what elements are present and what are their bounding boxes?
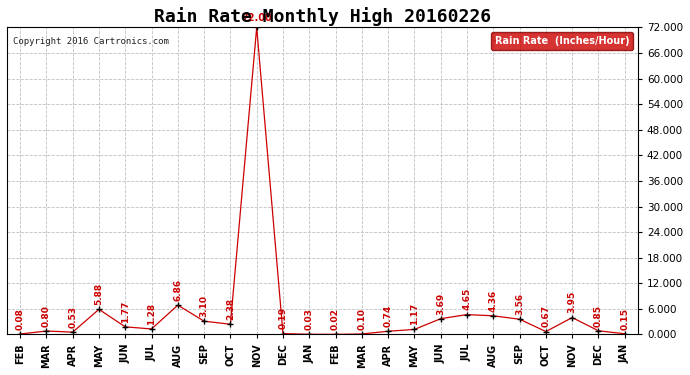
Text: 5.88: 5.88 (95, 283, 103, 305)
Text: 0.85: 0.85 (594, 304, 603, 327)
Text: 0.80: 0.80 (42, 305, 51, 327)
Text: 2.38: 2.38 (226, 298, 235, 320)
Text: 1.28: 1.28 (147, 303, 156, 325)
Text: 0.03: 0.03 (305, 308, 314, 330)
Text: 3.69: 3.69 (436, 292, 445, 315)
Legend: Rain Rate  (Inches/Hour): Rain Rate (Inches/Hour) (491, 32, 633, 50)
Text: 0.67: 0.67 (542, 305, 551, 327)
Text: 4.65: 4.65 (462, 288, 471, 310)
Text: 0.08: 0.08 (16, 308, 25, 330)
Text: 0.10: 0.10 (357, 308, 366, 330)
Text: 3.56: 3.56 (515, 293, 524, 315)
Text: 4.36: 4.36 (489, 290, 497, 312)
Text: 0.02: 0.02 (331, 308, 340, 330)
Text: 1.17: 1.17 (410, 303, 419, 325)
Text: 6.86: 6.86 (173, 279, 182, 301)
Text: 3.10: 3.10 (199, 295, 208, 317)
Text: 1.77: 1.77 (121, 300, 130, 323)
Text: 0.15: 0.15 (620, 308, 629, 330)
Text: 72.00: 72.00 (241, 13, 272, 23)
Text: 3.95: 3.95 (568, 291, 577, 314)
Text: 0.74: 0.74 (384, 305, 393, 327)
Text: 0.19: 0.19 (279, 307, 288, 329)
Title: Rain Rate Monthly High 20160226: Rain Rate Monthly High 20160226 (154, 7, 491, 26)
Text: 0.53: 0.53 (68, 306, 77, 328)
Text: Copyright 2016 Cartronics.com: Copyright 2016 Cartronics.com (13, 37, 169, 46)
